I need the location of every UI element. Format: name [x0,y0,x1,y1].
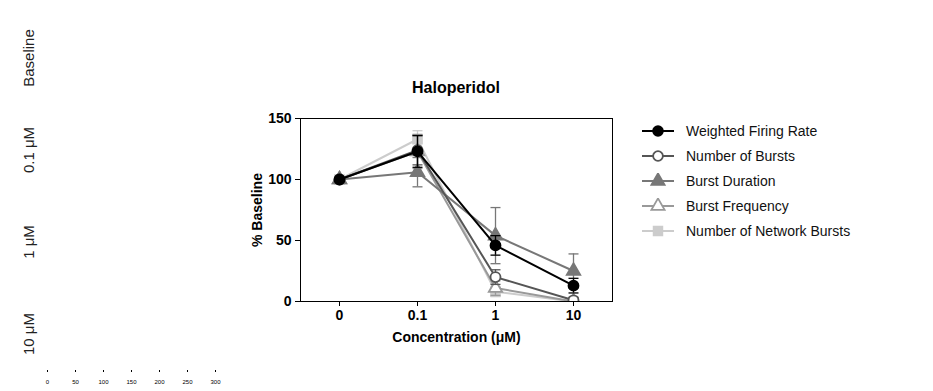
svg-text:0: 0 [336,307,344,323]
html-text:Number of Network Bursts: Number of Network Bursts [686,222,851,239]
svg-text:150: 150 [268,110,292,126]
svg-text:0.1: 0.1 [408,307,428,323]
html-text:Burst Duration: Burst Duration [686,172,776,189]
svg-text:250: 250 [182,379,193,385]
svg-text:200: 200 [154,379,165,385]
svg-text:1: 1 [492,307,500,323]
html-text:Number of Bursts: Number of Bursts [686,147,795,164]
svg-text:100: 100 [268,171,292,187]
svg-text:0: 0 [284,293,292,309]
html-text:Weighted Firing Rate: Weighted Firing Rate [686,122,818,139]
html-text:0.1 μM: 0.1 μM [19,126,37,174]
html-text:Burst Frequency: Burst Frequency [686,197,789,214]
svg-text:100: 100 [98,379,109,385]
svg-text:10: 10 [566,307,582,323]
html-text:Baseline: Baseline [19,29,37,87]
html-text:10 μM: 10 μM [19,313,37,355]
svg-text:150: 150 [126,379,137,385]
svg-text:50: 50 [276,232,292,248]
html-text:Haloperidol: Haloperidol [412,79,500,96]
svg-text:50: 50 [72,379,79,385]
html-text:1 μM: 1 μM [19,225,37,259]
svg-text:300: 300 [210,379,221,385]
svg-text:0: 0 [46,379,50,385]
svg-text:Concentration (μM): Concentration (μM) [392,329,520,345]
svg-text:% Baseline: % Baseline [249,173,265,247]
